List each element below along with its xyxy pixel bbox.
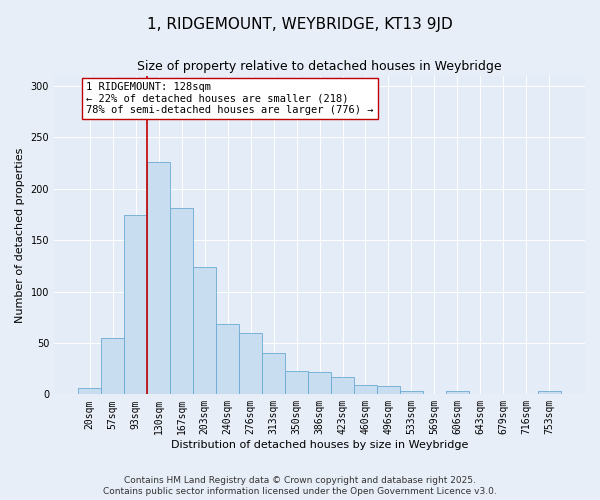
Bar xyxy=(354,385,377,394)
Bar xyxy=(538,391,561,394)
Bar xyxy=(262,353,285,395)
Bar xyxy=(285,370,308,394)
Title: Size of property relative to detached houses in Weybridge: Size of property relative to detached ho… xyxy=(137,60,502,73)
Bar xyxy=(239,332,262,394)
Bar xyxy=(170,208,193,394)
X-axis label: Distribution of detached houses by size in Weybridge: Distribution of detached houses by size … xyxy=(171,440,468,450)
Text: Contains HM Land Registry data © Crown copyright and database right 2025.
Contai: Contains HM Land Registry data © Crown c… xyxy=(103,476,497,496)
Bar xyxy=(147,162,170,394)
Bar xyxy=(400,391,423,394)
Bar xyxy=(193,267,216,394)
Bar xyxy=(78,388,101,394)
Bar xyxy=(216,324,239,394)
Y-axis label: Number of detached properties: Number of detached properties xyxy=(15,148,25,322)
Bar xyxy=(308,372,331,394)
Bar xyxy=(331,377,354,394)
Text: 1 RIDGEMOUNT: 128sqm
← 22% of detached houses are smaller (218)
78% of semi-deta: 1 RIDGEMOUNT: 128sqm ← 22% of detached h… xyxy=(86,82,374,115)
Bar xyxy=(124,216,147,394)
Bar xyxy=(446,391,469,394)
Bar xyxy=(377,386,400,394)
Bar xyxy=(101,338,124,394)
Text: 1, RIDGEMOUNT, WEYBRIDGE, KT13 9JD: 1, RIDGEMOUNT, WEYBRIDGE, KT13 9JD xyxy=(147,18,453,32)
